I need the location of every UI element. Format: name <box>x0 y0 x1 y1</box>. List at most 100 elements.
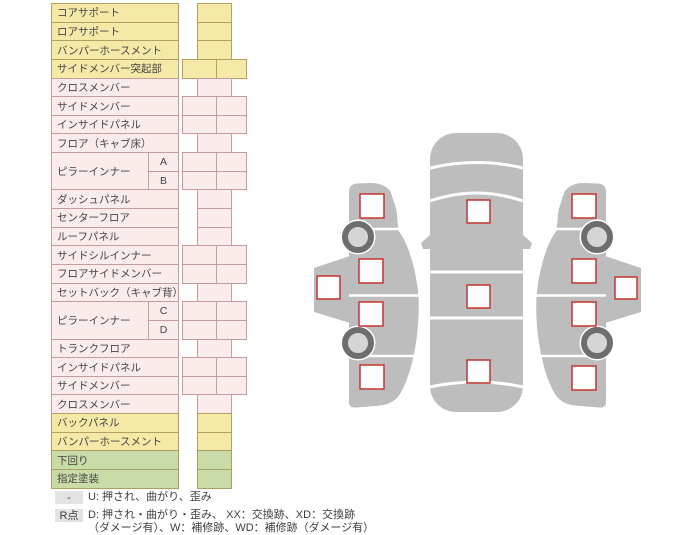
damage-cell[interactable] <box>197 21 232 42</box>
damage-cell-group <box>197 77 232 98</box>
damage-cell-group <box>197 394 232 415</box>
damage-cell[interactable] <box>216 152 247 172</box>
damage-cell[interactable] <box>182 375 217 396</box>
row-label: サイドメンバー <box>51 96 179 116</box>
damage-cell[interactable] <box>182 114 217 135</box>
frame-row: コアサポート <box>51 3 281 23</box>
frame-row: サイドシルインナー <box>51 245 281 265</box>
damage-cell[interactable] <box>182 58 217 79</box>
row-label: クロスメンバー <box>51 77 179 98</box>
damage-cell-row <box>182 301 247 321</box>
damage-cell[interactable] <box>182 170 217 191</box>
row-label: トランクフロア <box>51 338 179 359</box>
right-mirror-icon <box>523 235 532 249</box>
legend-text-line: D: 押され・曲がり・歪み、 XX：交換跡、XD：交換跡 <box>88 508 356 521</box>
damage-cell[interactable] <box>197 208 232 228</box>
left-mirror-icon <box>421 235 430 249</box>
damage-cell-group <box>197 40 232 60</box>
damage-cell-group <box>197 226 232 247</box>
frame-row: インサイドパネル <box>51 114 281 135</box>
frame-row: バックパネル <box>51 413 281 433</box>
checkpoint-left-side-panel[interactable] <box>316 275 341 300</box>
checkpoint-right-front-door[interactable] <box>571 258 597 284</box>
row-label: バンパーホースメント <box>51 431 179 452</box>
checkpoint-left-rear-door[interactable] <box>358 301 384 327</box>
row-label: ロアサポート <box>51 21 179 42</box>
damage-cell[interactable] <box>216 58 247 79</box>
damage-cell[interactable] <box>197 394 232 415</box>
legend: - U: 押され、曲がり、歪み R点 D: 押され・曲がり・歪み、 XX：交換跡、XD… <box>55 491 374 535</box>
car-diagram <box>314 133 650 412</box>
frame-row: バンパーホースメント <box>51 40 281 60</box>
damage-cell-group <box>182 357 247 377</box>
checkpoint-right-front-fender[interactable] <box>571 193 597 219</box>
checkpoint-right-rear-fender[interactable] <box>571 365 597 391</box>
frame-row: インサイドパネル <box>51 357 281 377</box>
damage-cell[interactable] <box>197 133 232 154</box>
damage-cell[interactable] <box>197 3 232 23</box>
pillar-sub-label: A <box>148 152 179 172</box>
damage-cell-group <box>197 189 232 210</box>
damage-cell[interactable] <box>197 226 232 247</box>
frame-row: サイドメンバー <box>51 96 281 116</box>
damage-cell[interactable] <box>197 431 232 452</box>
checkpoint-top-front[interactable] <box>466 199 491 224</box>
damage-cell[interactable] <box>216 375 247 396</box>
damage-cell-group <box>182 114 247 135</box>
damage-cell[interactable] <box>182 301 217 321</box>
checkpoint-top-rear[interactable] <box>466 359 491 384</box>
checkpoint-left-front-fender[interactable] <box>359 193 385 219</box>
damage-cell[interactable] <box>216 357 247 377</box>
damage-cell[interactable] <box>197 469 232 489</box>
damage-cell-group <box>197 450 232 471</box>
damage-cell[interactable] <box>197 338 232 359</box>
checkpoint-left-front-door[interactable] <box>358 258 384 284</box>
damage-cell[interactable] <box>182 245 217 265</box>
damage-cell-group <box>182 375 247 396</box>
frame-row: フロアサイドメンバー <box>51 263 281 284</box>
damage-cell[interactable] <box>216 319 247 340</box>
row-label: インサイドパネル <box>51 357 179 377</box>
damage-cell[interactable] <box>197 450 232 471</box>
damage-cell[interactable] <box>216 263 247 284</box>
damage-cell[interactable] <box>216 114 247 135</box>
frame-row: バンパーホースメント <box>51 431 281 452</box>
frame-row: ピラーインナー A B <box>51 152 281 191</box>
frame-row: セットバック（キャブ背） <box>51 282 281 303</box>
damage-cell-group <box>182 96 247 116</box>
row-label: バンパーホースメント <box>51 40 179 60</box>
checkpoint-left-rear-fender[interactable] <box>359 364 385 390</box>
damage-cell[interactable] <box>216 245 247 265</box>
damage-cell-row <box>182 319 247 340</box>
damage-cell[interactable] <box>182 152 217 172</box>
damage-cell[interactable] <box>216 301 247 321</box>
checkpoint-top-center[interactable] <box>466 284 491 309</box>
damage-cell[interactable] <box>197 282 232 303</box>
damage-cell-group <box>197 282 232 303</box>
damage-cell[interactable] <box>182 263 217 284</box>
checkpoint-right-side-panel[interactable] <box>614 276 638 300</box>
damage-cell-group <box>197 469 232 489</box>
checkpoint-right-rear-door[interactable] <box>571 301 597 327</box>
row-label: バックパネル <box>51 413 179 433</box>
legend-text: U: 押され、曲がり、歪み <box>88 491 212 505</box>
frame-parts-table: コアサポート ロアサポート バンパーホースメント サイドメンバー突起部 クロスメンバーサ… <box>51 3 281 489</box>
damage-cell[interactable] <box>182 96 217 116</box>
frame-row: サイドメンバー突起部 <box>51 58 281 79</box>
legend-row: - U: 押され、曲がり、歪み <box>55 491 374 505</box>
damage-cell-group <box>182 245 247 265</box>
damage-cell[interactable] <box>182 357 217 377</box>
damage-cell[interactable] <box>197 189 232 210</box>
frame-row: 指定塗装 <box>51 469 281 489</box>
damage-cell[interactable] <box>197 413 232 433</box>
row-label: インサイドパネル <box>51 114 179 135</box>
damage-cell[interactable] <box>197 77 232 98</box>
damage-cell[interactable] <box>197 40 232 60</box>
damage-cell-group <box>197 3 232 23</box>
car-side-view <box>314 183 419 408</box>
damage-cell[interactable] <box>216 96 247 116</box>
damage-cell[interactable] <box>182 319 217 340</box>
damage-cell[interactable] <box>216 170 247 191</box>
frame-row: ピラーインナー C D <box>51 301 281 340</box>
